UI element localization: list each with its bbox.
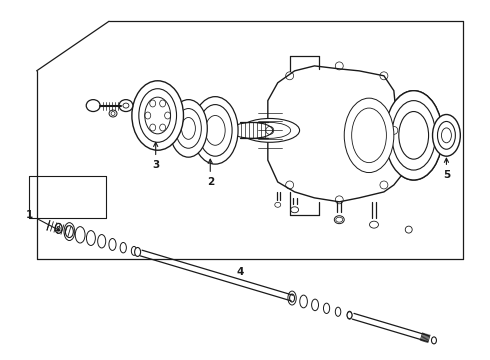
Ellipse shape <box>109 239 116 251</box>
Ellipse shape <box>334 216 344 224</box>
Ellipse shape <box>392 100 436 170</box>
Text: 1: 1 <box>26 210 60 231</box>
Ellipse shape <box>231 122 273 138</box>
Text: 5: 5 <box>443 158 450 180</box>
Ellipse shape <box>385 91 442 180</box>
Ellipse shape <box>119 100 133 112</box>
Ellipse shape <box>65 226 74 238</box>
Ellipse shape <box>175 109 201 148</box>
Ellipse shape <box>249 122 291 138</box>
Ellipse shape <box>288 291 296 305</box>
Ellipse shape <box>131 247 137 255</box>
Ellipse shape <box>300 295 307 308</box>
Ellipse shape <box>98 235 106 248</box>
Ellipse shape <box>86 231 96 246</box>
Ellipse shape <box>347 312 352 319</box>
Ellipse shape <box>312 299 318 311</box>
Text: 2: 2 <box>207 159 214 187</box>
Text: 3: 3 <box>152 142 159 170</box>
Ellipse shape <box>75 227 85 243</box>
Ellipse shape <box>323 303 330 314</box>
Ellipse shape <box>275 202 281 207</box>
Ellipse shape <box>433 114 460 156</box>
Ellipse shape <box>198 105 232 156</box>
Ellipse shape <box>344 98 394 172</box>
Ellipse shape <box>135 247 141 256</box>
Ellipse shape <box>399 112 429 159</box>
Ellipse shape <box>120 243 126 253</box>
Ellipse shape <box>55 224 62 233</box>
Ellipse shape <box>145 97 171 134</box>
Ellipse shape <box>132 81 183 150</box>
Ellipse shape <box>385 91 442 180</box>
Ellipse shape <box>290 294 294 302</box>
Ellipse shape <box>369 221 378 228</box>
Polygon shape <box>268 66 414 202</box>
Ellipse shape <box>240 118 299 142</box>
Ellipse shape <box>86 100 100 112</box>
Ellipse shape <box>405 226 412 233</box>
Text: 4: 4 <box>236 267 244 277</box>
Ellipse shape <box>64 223 74 240</box>
Ellipse shape <box>347 311 352 319</box>
Ellipse shape <box>139 89 176 142</box>
Ellipse shape <box>170 100 207 157</box>
Ellipse shape <box>335 307 341 316</box>
Ellipse shape <box>109 110 117 117</box>
Ellipse shape <box>432 337 437 344</box>
Ellipse shape <box>291 207 298 213</box>
Ellipse shape <box>438 121 455 149</box>
Ellipse shape <box>193 96 238 164</box>
